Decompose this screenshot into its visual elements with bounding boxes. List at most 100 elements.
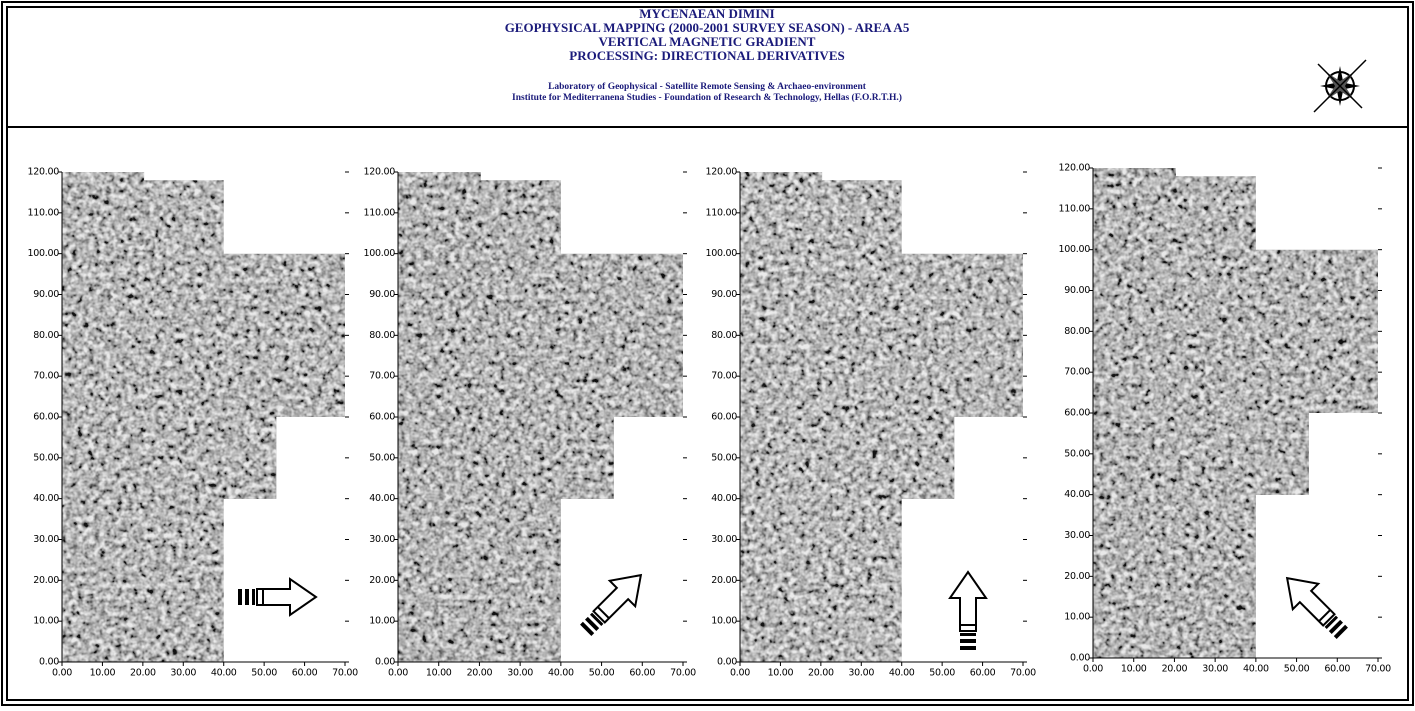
y-tick-label: 90.00 bbox=[369, 289, 395, 300]
y-tick-label: 20.00 bbox=[1064, 571, 1090, 582]
map-panel: 0.00 10.00 20.00 30.00 40.00 50.00 60.00 70.00 8… bbox=[28, 167, 359, 679]
y-tick-label: 50.00 bbox=[33, 452, 59, 463]
x-tick-label: 10.00 bbox=[90, 668, 116, 679]
y-tick-label: 100.00 bbox=[706, 248, 738, 259]
y-tick-label: 30.00 bbox=[369, 534, 395, 545]
y-tick-label: 60.00 bbox=[1064, 408, 1090, 419]
y-tick-label: 30.00 bbox=[1064, 530, 1090, 541]
x-tick-label: 70.00 bbox=[332, 668, 358, 679]
direction-arrow bbox=[1274, 565, 1355, 646]
x-tick-label: 20.00 bbox=[130, 668, 156, 679]
y-tick-label: 90.00 bbox=[33, 289, 59, 300]
map-panel: 0.00 10.00 20.00 30.00 40.00 50.00 60.00 70.00 8… bbox=[706, 167, 1037, 679]
panels: 0.00 10.00 20.00 30.00 40.00 50.00 60.00 70.00 8… bbox=[28, 163, 1392, 679]
y-tick-label: 60.00 bbox=[33, 412, 59, 423]
survey-area-texture bbox=[398, 172, 683, 662]
y-tick-label: 120.00 bbox=[1059, 163, 1091, 174]
x-tick-label: 20.00 bbox=[467, 668, 493, 679]
y-tick-label: 40.00 bbox=[711, 493, 737, 504]
y-tick-label: 20.00 bbox=[33, 575, 59, 586]
x-tick-label: 50.00 bbox=[589, 668, 615, 679]
y-tick-label: 80.00 bbox=[33, 330, 59, 341]
y-tick-label: 20.00 bbox=[711, 575, 737, 586]
y-tick-label: 80.00 bbox=[1064, 326, 1090, 337]
direction-arrow bbox=[573, 562, 654, 643]
x-tick-label: 70.00 bbox=[670, 668, 696, 679]
x-tick-label: 50.00 bbox=[251, 668, 277, 679]
credit-line: Laboratory of Geophysical - Satellite Re… bbox=[548, 82, 867, 92]
map-panel: 0.00 10.00 20.00 30.00 40.00 50.00 60.00 70.00 8… bbox=[1059, 163, 1392, 675]
y-tick-label: 60.00 bbox=[711, 412, 737, 423]
y-tick-label: 0.00 bbox=[375, 657, 395, 668]
y-tick-label: 100.00 bbox=[364, 248, 396, 259]
y-tick-label: 40.00 bbox=[369, 493, 395, 504]
x-tick-label: 10.00 bbox=[426, 668, 452, 679]
y-tick-label: 30.00 bbox=[711, 534, 737, 545]
y-tick-label: 100.00 bbox=[1059, 244, 1091, 255]
x-tick-label: 70.00 bbox=[1365, 664, 1391, 675]
x-tick-label: 0.00 bbox=[52, 668, 72, 679]
y-tick-label: 70.00 bbox=[369, 371, 395, 382]
y-tick-label: 10.00 bbox=[711, 616, 737, 627]
survey-area-texture bbox=[1093, 168, 1378, 658]
x-tick-label: 30.00 bbox=[170, 668, 196, 679]
y-tick-label: 50.00 bbox=[369, 452, 395, 463]
x-tick-label: 10.00 bbox=[1121, 664, 1147, 675]
x-tick-label: 10.00 bbox=[768, 668, 794, 679]
x-tick-label: 40.00 bbox=[889, 668, 915, 679]
y-tick-label: 80.00 bbox=[369, 330, 395, 341]
y-tick-label: 0.00 bbox=[39, 657, 59, 668]
header: MYCENAEAN DIMINI GEOPHYSICAL MAPPING (20… bbox=[505, 6, 910, 103]
y-tick-label: 110.00 bbox=[1059, 203, 1091, 214]
y-tick-label: 0.00 bbox=[1070, 653, 1090, 664]
x-tick-label: 60.00 bbox=[1324, 664, 1350, 675]
y-tick-label: 80.00 bbox=[711, 330, 737, 341]
y-tick-label: 70.00 bbox=[1064, 367, 1090, 378]
x-tick-label: 20.00 bbox=[1162, 664, 1188, 675]
y-tick-label: 100.00 bbox=[28, 248, 60, 259]
y-tick-label: 10.00 bbox=[369, 616, 395, 627]
direction-arrow bbox=[238, 579, 316, 615]
credit-line: Institute for Mediterranena Studies - Fo… bbox=[512, 92, 902, 103]
y-tick-label: 120.00 bbox=[28, 167, 60, 178]
x-tick-label: 30.00 bbox=[848, 668, 874, 679]
title-line: GEOPHYSICAL MAPPING (2000-2001 SURVEY SE… bbox=[505, 20, 910, 35]
x-tick-label: 30.00 bbox=[507, 668, 533, 679]
y-tick-label: 120.00 bbox=[706, 167, 738, 178]
x-tick-label: 60.00 bbox=[629, 668, 655, 679]
y-tick-label: 110.00 bbox=[28, 207, 60, 218]
x-tick-label: 30.00 bbox=[1202, 664, 1228, 675]
title-line: MYCENAEAN DIMINI bbox=[639, 6, 774, 21]
y-tick-label: 90.00 bbox=[1064, 285, 1090, 296]
x-tick-label: 40.00 bbox=[1243, 664, 1269, 675]
y-tick-label: 60.00 bbox=[369, 412, 395, 423]
x-tick-label: 40.00 bbox=[211, 668, 237, 679]
y-tick-label: 30.00 bbox=[33, 534, 59, 545]
y-tick-label: 50.00 bbox=[1064, 448, 1090, 459]
y-tick-label: 70.00 bbox=[711, 371, 737, 382]
map-panel: 0.00 10.00 20.00 30.00 40.00 50.00 60.00 70.00 8… bbox=[364, 167, 697, 679]
x-tick-label: 0.00 bbox=[388, 668, 408, 679]
y-tick-label: 40.00 bbox=[33, 493, 59, 504]
x-tick-label: 60.00 bbox=[970, 668, 996, 679]
y-tick-label: 40.00 bbox=[1064, 489, 1090, 500]
direction-arrow bbox=[950, 572, 986, 650]
y-tick-label: 0.00 bbox=[717, 657, 737, 668]
x-tick-label: 40.00 bbox=[548, 668, 574, 679]
x-tick-label: 50.00 bbox=[929, 668, 955, 679]
y-tick-label: 10.00 bbox=[33, 616, 59, 627]
x-tick-label: 20.00 bbox=[808, 668, 834, 679]
x-tick-label: 70.00 bbox=[1010, 668, 1036, 679]
figure: MYCENAEAN DIMINI GEOPHYSICAL MAPPING (20… bbox=[0, 0, 1415, 707]
title-line: VERTICAL MAGNETIC GRADIENT bbox=[599, 34, 816, 49]
y-tick-label: 10.00 bbox=[1064, 612, 1090, 623]
y-tick-label: 110.00 bbox=[706, 207, 738, 218]
compass-rose bbox=[1314, 60, 1366, 112]
x-tick-label: 0.00 bbox=[1083, 664, 1103, 675]
y-tick-label: 90.00 bbox=[711, 289, 737, 300]
x-tick-label: 50.00 bbox=[1284, 664, 1310, 675]
y-tick-label: 70.00 bbox=[33, 371, 59, 382]
title-line: PROCESSING: DIRECTIONAL DERIVATIVES bbox=[569, 48, 844, 63]
y-tick-label: 20.00 bbox=[369, 575, 395, 586]
x-tick-label: 0.00 bbox=[730, 668, 750, 679]
